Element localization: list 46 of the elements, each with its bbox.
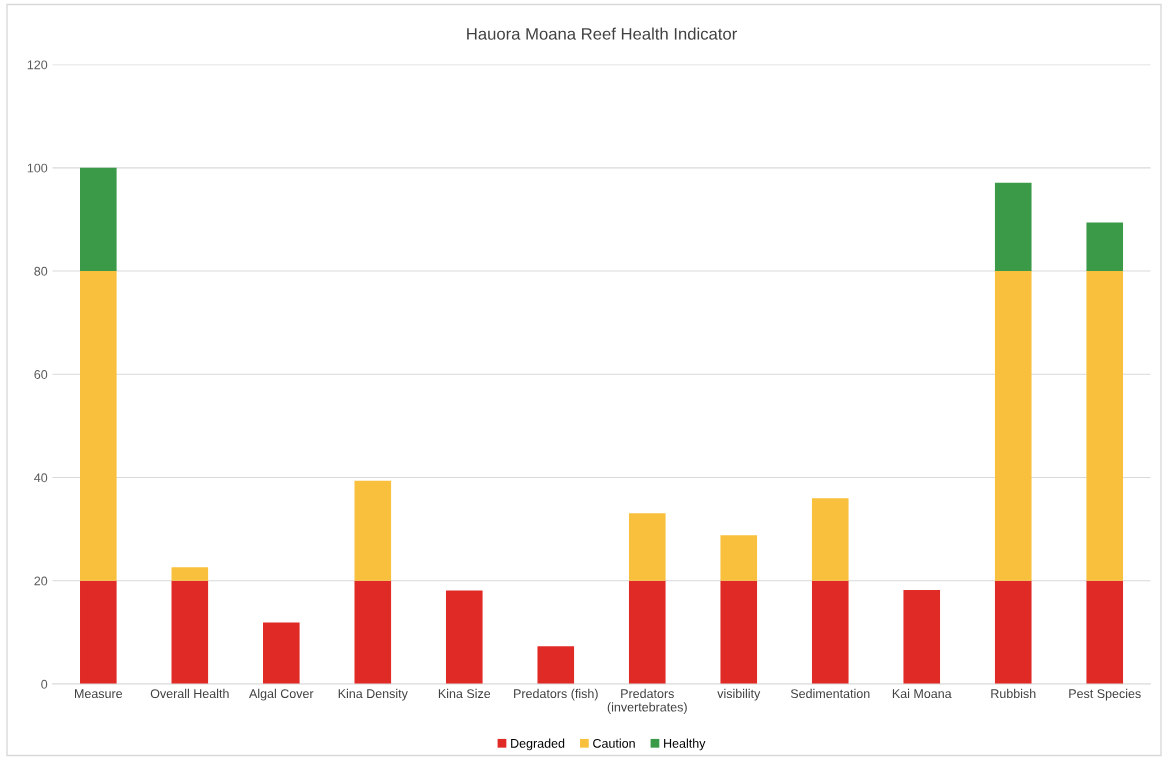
bar — [628, 513, 666, 581]
bar — [994, 580, 1032, 684]
legend-label: Caution — [593, 738, 635, 748]
chart-title: Hauora Moana Reef Health Indicator — [467, 27, 737, 40]
bar — [80, 580, 117, 684]
x-tick-label: Algal Cover — [249, 688, 314, 701]
x-tick-label: Pest Species — [1069, 688, 1141, 701]
bar — [720, 535, 758, 581]
x-tick-label: Sedimentation — [790, 688, 870, 699]
y-tick-label: 60 — [34, 370, 48, 379]
bar — [628, 580, 666, 684]
bar — [1086, 222, 1124, 272]
bar — [994, 271, 1032, 581]
bar — [720, 580, 758, 684]
legend-label: Healthy — [664, 738, 706, 751]
y-tick-label: 120 — [27, 60, 48, 70]
x-tick-label: Overall Health — [150, 688, 229, 699]
bar — [903, 590, 941, 684]
bar — [171, 580, 209, 684]
bar — [354, 480, 392, 581]
x-tick-label: Kina Density — [338, 688, 408, 701]
x-tick-label: Measure — [75, 689, 123, 699]
bar — [994, 182, 1032, 272]
x-tick-label: Kina Size — [438, 688, 491, 699]
bar — [537, 646, 575, 684]
legend-label: Degraded — [511, 738, 565, 751]
bar — [445, 590, 483, 684]
bar — [262, 622, 300, 684]
y-tick-label: 0 — [41, 679, 48, 689]
x-tick-label: Kai Moana — [892, 688, 952, 699]
bar — [1086, 271, 1124, 581]
bar — [811, 498, 849, 581]
bar — [354, 580, 392, 684]
y-tick-label: 20 — [34, 576, 48, 586]
bar — [80, 167, 117, 272]
bar — [811, 580, 849, 684]
bar — [171, 567, 209, 581]
bar — [1086, 580, 1124, 684]
x-tick-label: Predators (fish) — [514, 688, 598, 701]
bar — [80, 271, 117, 581]
y-tick-label: 40 — [34, 473, 48, 483]
x-tick-label: Predators (invertebrates) — [607, 688, 687, 714]
x-tick-label: visibility — [717, 688, 761, 701]
y-tick-label: 80 — [34, 266, 48, 276]
y-tick-label: 100 — [27, 163, 48, 173]
x-tick-label: Rubbish — [991, 688, 1036, 699]
